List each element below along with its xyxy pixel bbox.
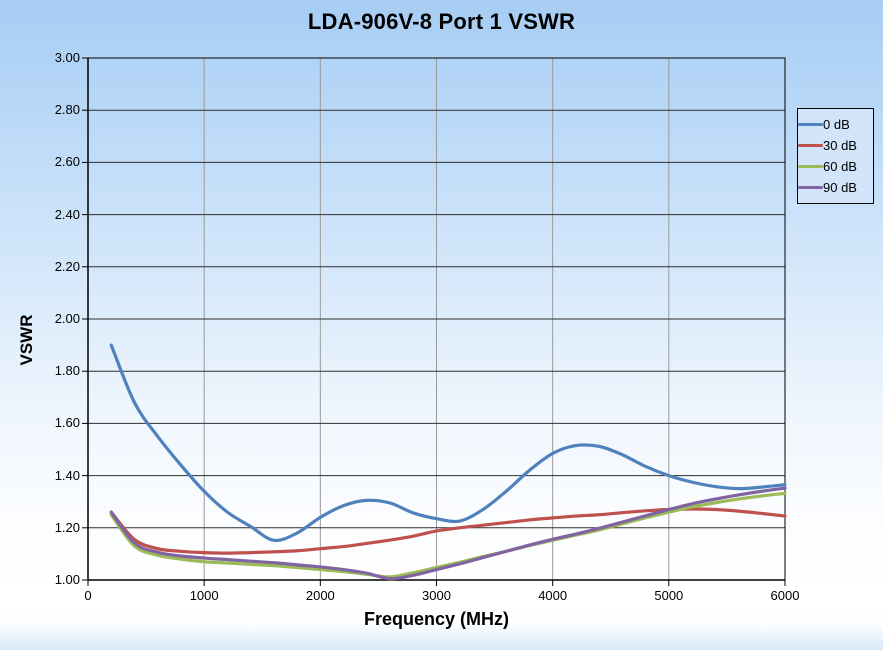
y-tick-label: 1.40 bbox=[54, 467, 80, 483]
y-tick-label: 2.20 bbox=[54, 258, 80, 274]
y-tick-label: 2.60 bbox=[54, 154, 80, 170]
y-axis-title: VSWR bbox=[17, 314, 36, 366]
y-tick-label: 3.00 bbox=[54, 50, 80, 65]
y-tick-label: 2.40 bbox=[54, 206, 80, 222]
legend-line-swatch bbox=[798, 123, 823, 126]
x-axis-title: Frequency (MHz) bbox=[363, 609, 509, 629]
y-tick-label: 2.80 bbox=[54, 102, 80, 118]
y-tick-label: 1.60 bbox=[54, 415, 80, 431]
x-tick-label: 4000 bbox=[538, 588, 568, 603]
x-tick-label: 6000 bbox=[770, 588, 800, 603]
legend-label: 30 dB bbox=[823, 138, 857, 153]
legend-label: 60 dB bbox=[823, 159, 857, 174]
legend-label: 90 dB bbox=[823, 180, 857, 195]
legend-item: 90 dB bbox=[798, 177, 870, 198]
legend-line-swatch bbox=[798, 144, 823, 147]
x-tick-label: 2000 bbox=[305, 588, 335, 603]
series-line-60-db bbox=[109, 491, 787, 579]
series-line-0-db bbox=[109, 343, 787, 543]
legend: 0 dB 30 dB 60 dB 90 dB bbox=[797, 108, 874, 204]
y-tick-label: 1.20 bbox=[54, 519, 80, 535]
x-tick-label: 5000 bbox=[654, 588, 684, 603]
x-tick-label: 3000 bbox=[422, 588, 451, 603]
y-tick-label: 1.00 bbox=[54, 572, 80, 587]
legend-label: 0 dB bbox=[823, 117, 850, 132]
chart-title: LDA-906V-8 Port 1 VSWR bbox=[307, 9, 576, 34]
legend-line-swatch bbox=[798, 186, 823, 189]
series-line-30-db bbox=[109, 507, 787, 555]
legend-item: 0 dB bbox=[798, 114, 870, 135]
legend-item: 60 dB bbox=[798, 156, 870, 177]
x-tick-label: 0 bbox=[84, 588, 92, 603]
x-tick-label: 1000 bbox=[189, 588, 219, 603]
legend-item: 30 dB bbox=[798, 135, 870, 156]
series-line-90-db bbox=[109, 486, 787, 581]
legend-line-swatch bbox=[798, 165, 823, 168]
y-tick-label: 2.00 bbox=[54, 311, 80, 326]
y-tick-label: 1.80 bbox=[54, 363, 80, 379]
